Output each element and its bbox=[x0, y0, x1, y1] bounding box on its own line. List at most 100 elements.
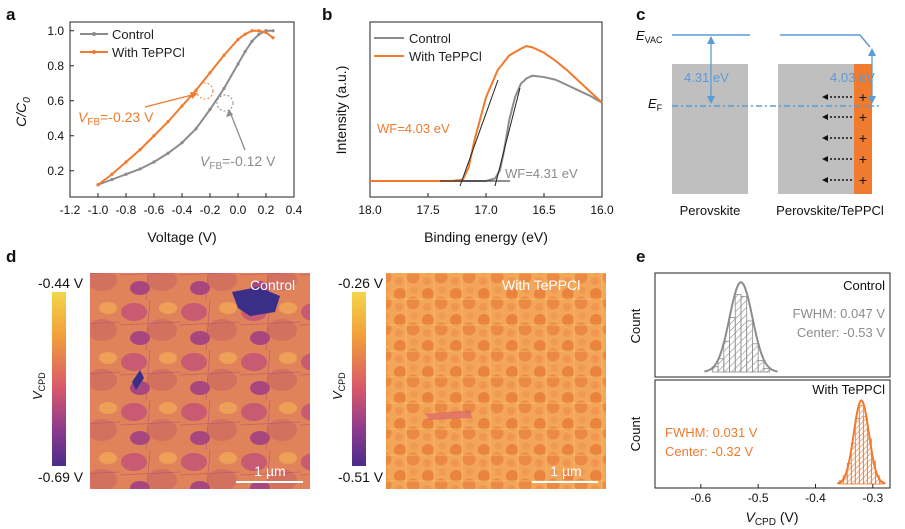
colorbar-left-label: VCPD bbox=[30, 372, 47, 400]
panel-a: a -1.2 -1.0 -0.8 -0.6 -0.4 -0.2 0.0 0.2 0.4 0.20… bbox=[6, 5, 303, 245]
afm-dark-spot bbox=[132, 370, 144, 390]
panel-a-ylabel-main: C/C bbox=[13, 102, 29, 127]
interface-charges: + + + + + bbox=[822, 89, 867, 188]
cb-left-v: V bbox=[30, 390, 45, 400]
a-ytick-label: 0.8 bbox=[47, 59, 64, 73]
a-point bbox=[208, 107, 212, 112]
panel-a-ylabel: C/C0 bbox=[13, 97, 33, 127]
histogram-bar bbox=[734, 294, 742, 373]
a-xtick-label: 0.2 bbox=[258, 203, 275, 217]
panel-a-x-ticks: -1.2 -1.0 -0.8 -0.6 -0.4 -0.2 0.0 0.2 0.4 bbox=[60, 193, 303, 217]
panel-e-top-center: Center: -0.53 V bbox=[797, 325, 885, 340]
ef-label: EF bbox=[648, 96, 663, 113]
panel-d: d -0.44 V -0.69 V VCPD Control 1 µm -0.2… bbox=[6, 247, 606, 489]
b-xtick-label: 16.0 bbox=[590, 203, 614, 217]
a-point bbox=[250, 39, 254, 43]
afm-teppcl-title: With TePPCl bbox=[502, 277, 580, 293]
e-xtick-label: -0.6 bbox=[691, 491, 712, 505]
a-xtick-label: -0.6 bbox=[144, 203, 165, 217]
a-ytick-label: 0.2 bbox=[47, 164, 64, 178]
vacuum-level-line-right bbox=[780, 34, 871, 48]
vfb-gray-circle bbox=[216, 94, 234, 112]
cb-left-sub: CPD bbox=[37, 372, 47, 392]
b-series-line-1 bbox=[370, 44, 603, 182]
vfb-gray-val: =-0.12 V bbox=[222, 153, 276, 169]
panel-e-top-histogram bbox=[704, 281, 778, 373]
a-series-line-0 bbox=[97, 29, 273, 186]
legend-b-teppcl-label: With TePPCl bbox=[409, 49, 482, 64]
panel-e-letter: e bbox=[636, 247, 645, 266]
a-point bbox=[222, 86, 226, 91]
wf-gray-tangent bbox=[494, 87, 521, 187]
e-xtick-label: -0.4 bbox=[805, 491, 826, 505]
a-point bbox=[180, 141, 184, 145]
ef-main: E bbox=[648, 96, 657, 111]
vfb-orange-val: =-0.23 V bbox=[100, 109, 154, 125]
wf-arrow-right-bottom bbox=[868, 96, 876, 104]
a-xtick-label: 0.4 bbox=[286, 203, 303, 217]
a-point bbox=[236, 62, 240, 66]
charge-arrowhead bbox=[822, 94, 828, 100]
ef-sub: F bbox=[657, 103, 663, 113]
a-point bbox=[124, 160, 128, 164]
panel-b-letter: b bbox=[322, 5, 332, 24]
histogram-bar bbox=[752, 343, 759, 373]
vfb-gray-v: V bbox=[200, 153, 211, 169]
panel-e-x-ticks: -0.6 -0.5 -0.4 -0.3 bbox=[691, 484, 883, 505]
cb-right-v: V bbox=[330, 390, 345, 400]
e-xtick-label: -0.3 bbox=[862, 491, 883, 505]
panel-b-x-ticks: 18.0 17.5 17.0 16.5 16.0 bbox=[358, 193, 614, 217]
vfb-orange-label: VFB=-0.23 V bbox=[78, 109, 154, 128]
histogram-bar bbox=[763, 368, 771, 373]
e-xlabel-sub: CPD bbox=[755, 517, 776, 528]
teppcl-layer bbox=[854, 64, 872, 194]
evac-label: EVAC bbox=[636, 28, 663, 45]
scalebar-left-label: 1 µm bbox=[254, 463, 285, 479]
gaussian-fit bbox=[704, 281, 778, 373]
a-point bbox=[138, 167, 142, 171]
a-point bbox=[166, 120, 170, 124]
charge-arrowhead bbox=[822, 135, 828, 141]
legend-b-control-label: Control bbox=[409, 31, 451, 46]
colorbar-left-bottom: -0.69 V bbox=[38, 469, 84, 485]
histogram-bar bbox=[729, 317, 736, 373]
wf-arrow-left-bottom bbox=[707, 96, 715, 104]
panel-e-xlabel: VCPD (V) bbox=[745, 509, 798, 528]
perovskite-block-left bbox=[672, 64, 748, 194]
histogram-bar bbox=[858, 404, 864, 485]
a-point bbox=[257, 29, 261, 33]
vfb-gray-arrowhead bbox=[226, 109, 233, 117]
a-point bbox=[222, 53, 226, 57]
wf-arrow-left-top bbox=[707, 36, 715, 44]
a-point bbox=[264, 30, 268, 35]
panel-e-bottom-title: With TePPCl bbox=[812, 382, 885, 397]
panel-e-top-fwhm: FWHM: 0.047 V bbox=[793, 306, 886, 321]
gap-right-label: 4.03 eV bbox=[830, 70, 875, 85]
panel-b: b 18.0 17.5 17.0 16.5 16.0 Binding energy (e… bbox=[322, 5, 614, 245]
panel-b-ylabel: Intensity (a.u.) bbox=[333, 66, 349, 155]
charge-arrowhead bbox=[822, 156, 828, 162]
perovskite-block-right bbox=[778, 64, 854, 194]
e-xlabel-v: V bbox=[745, 509, 756, 525]
vfb-gray-arrow bbox=[229, 111, 246, 151]
a-point bbox=[236, 37, 240, 42]
a-ytick-label: 1.0 bbox=[47, 24, 64, 38]
panel-a-ylabel-sub: 0 bbox=[22, 97, 33, 103]
a-ytick-label: 0.6 bbox=[47, 94, 64, 108]
a-point bbox=[243, 32, 247, 36]
a-point bbox=[243, 50, 247, 54]
vfb-orange-circle bbox=[196, 82, 214, 100]
label-perovskite-teppcl: Perovskite/TePPCl bbox=[776, 203, 884, 218]
a-series-line-1 bbox=[97, 29, 274, 186]
wf-arrow-right-top bbox=[868, 48, 876, 56]
a-xtick-label: 0.0 bbox=[230, 203, 247, 217]
legend-control-marker bbox=[92, 32, 96, 36]
a-point bbox=[110, 177, 114, 182]
a-point bbox=[110, 172, 114, 176]
e-xlabel-unit: (V) bbox=[776, 509, 799, 525]
a-point bbox=[271, 36, 275, 40]
colorbar-right-bottom: -0.51 V bbox=[338, 469, 384, 485]
a-point bbox=[152, 160, 156, 164]
afm-dark-grain bbox=[232, 287, 280, 316]
plus-charge: + bbox=[859, 172, 867, 188]
